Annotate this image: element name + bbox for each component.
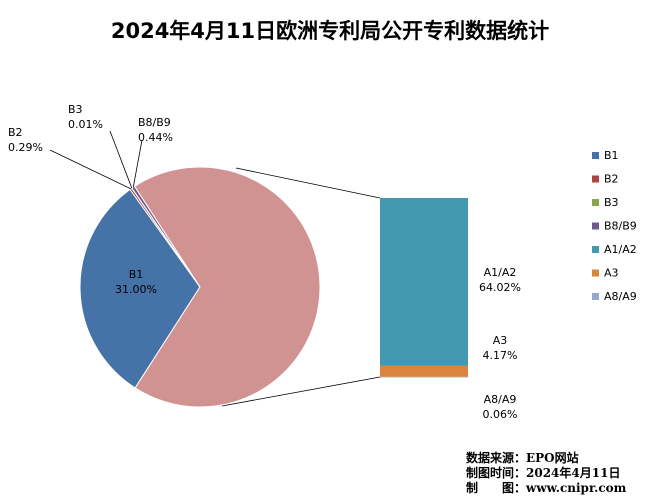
legend-label-a8-a9: A8/A9 [604, 290, 637, 303]
legend-label-a1-a2: A1/A2 [604, 243, 637, 256]
data-label-b3-name: B3 [68, 103, 83, 116]
data-label-a3-name: A3 [493, 334, 508, 347]
label-leader-lines [50, 131, 142, 189]
data-label-b1-value: 31.00% [115, 283, 157, 296]
legend-swatch-b3 [592, 199, 599, 206]
source-line-2: 制图时间：2024年4月11日 [466, 465, 620, 480]
data-label-a8-a9-name: A8/A9 [484, 393, 517, 406]
legend-swatch-b8-b9 [592, 223, 599, 230]
data-label-a1-a2-value: 64.02% [479, 281, 521, 294]
legend-label-a3: A3 [604, 267, 619, 280]
legend-item-b8-b9: B8/B9 [592, 220, 637, 233]
legend-item-a3: A3 [592, 267, 619, 280]
chart-title: 2024年4月11日欧洲专利局公开专利数据统计 [111, 19, 549, 43]
legend-label-b8-b9: B8/B9 [604, 220, 637, 233]
legend-item-b1: B1 [592, 149, 619, 162]
data-label-a1-a2-name: A1/A2 [484, 266, 517, 279]
legend-swatch-a1-a2 [592, 246, 599, 253]
legend: B1 B2 B3 B8/B9 A1/A2 A3 A8/A9 [592, 149, 637, 303]
legend-swatch-a3 [592, 270, 599, 277]
breakdown-bar [380, 198, 468, 377]
bar-segment-a3 [380, 366, 468, 377]
legend-label-b2: B2 [604, 173, 619, 186]
leader-line-b3 [110, 131, 132, 188]
bar-segment-a8-a9 [380, 377, 468, 378]
leader-line-b8-b9 [133, 140, 142, 187]
data-label-b2-value: 0.29% [8, 141, 43, 154]
data-label-a3-value: 4.17% [483, 349, 518, 362]
data-label-b8-b9-name: B8/B9 [138, 116, 171, 129]
data-label-b8-b9-value: 0.44% [138, 131, 173, 144]
data-label-b1-name: B1 [129, 268, 144, 281]
legend-item-b3: B3 [592, 196, 619, 209]
legend-label-b3: B3 [604, 196, 619, 209]
legend-swatch-b1 [592, 152, 599, 159]
bar-segment-a1-a2 [380, 198, 468, 366]
source-block: 数据来源：EPO网站 制图时间：2024年4月11日 制 图：www.cnipr… [466, 450, 627, 495]
source-line-1: 数据来源：EPO网站 [466, 450, 579, 465]
legend-swatch-b2 [592, 176, 599, 183]
data-label-a8-a9-value: 0.06% [483, 408, 518, 421]
leader-line-b2 [50, 150, 131, 189]
legend-item-a1-a2: A1/A2 [592, 243, 637, 256]
legend-label-b1: B1 [604, 149, 619, 162]
source-line-3: 制 图：www.cnipr.com [466, 480, 627, 495]
legend-item-b2: B2 [592, 173, 619, 186]
data-label-b2-name: B2 [8, 126, 23, 139]
legend-swatch-a8-a9 [592, 293, 599, 300]
legend-item-a8-a9: A8/A9 [592, 290, 637, 303]
data-label-b3-value: 0.01% [68, 118, 103, 131]
